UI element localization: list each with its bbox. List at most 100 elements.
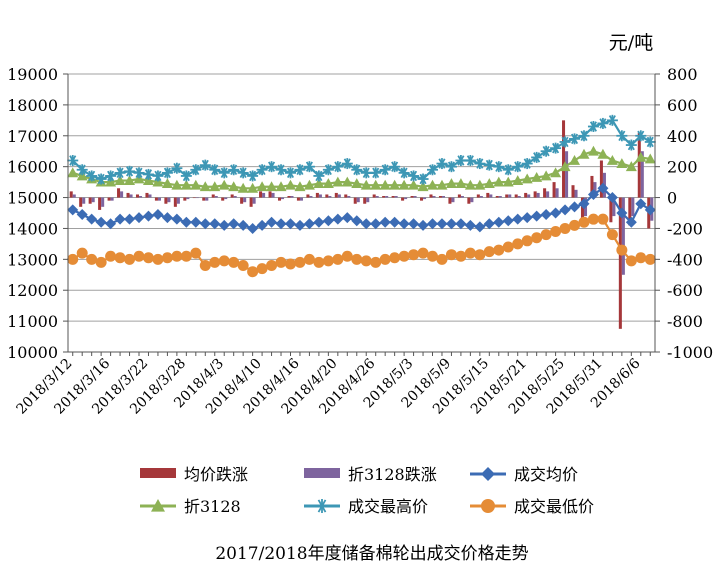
legend-item: 折3128跌涨 — [304, 465, 437, 484]
series-avg-price-point — [199, 218, 211, 230]
series-min-price-point — [256, 263, 268, 275]
bar-avg-change — [401, 197, 405, 201]
series-min-price-point — [161, 252, 173, 264]
legend-label: 折3128 — [184, 497, 241, 516]
bar-3128-change — [460, 196, 464, 198]
series-max-price-point — [133, 167, 145, 179]
series-max-price-point — [284, 167, 296, 179]
series-max-price-point — [218, 167, 230, 179]
bar-3128-change — [233, 196, 237, 198]
y-left-tick-label: 19000 — [7, 65, 58, 84]
series-3128-point — [199, 181, 211, 192]
bar-avg-change — [221, 197, 225, 201]
bar-3128-change — [527, 194, 531, 198]
bar-3128-change — [139, 196, 143, 198]
bar-avg-change — [467, 197, 471, 204]
bar-avg-change — [438, 196, 442, 198]
bar-avg-change — [514, 194, 518, 198]
series-avg-price-point — [606, 192, 618, 204]
bar-avg-change — [135, 194, 140, 198]
series-3128-point — [171, 179, 183, 190]
series-avg-price-point — [483, 218, 495, 230]
series-3128-point — [266, 181, 278, 192]
series-min-price-point — [445, 249, 457, 261]
y-left-tick-label: 10000 — [7, 343, 58, 362]
bar-avg-change — [98, 197, 102, 210]
bar-avg-change — [580, 197, 584, 223]
series-min-price-point — [531, 232, 543, 244]
series-max-price-point — [512, 161, 524, 173]
bar-avg-change — [524, 192, 528, 198]
series-max-price-point — [142, 168, 154, 180]
series-avg-price-point — [616, 207, 628, 219]
series-min-price-point — [521, 235, 533, 247]
bar-3128-change — [195, 197, 199, 199]
series-max-price-point — [161, 167, 173, 179]
series-min-price-point — [351, 253, 363, 265]
series-3128-point — [218, 179, 230, 190]
bar-3128-change — [91, 197, 95, 203]
series-max-price-point — [228, 164, 240, 176]
series-min-price-point — [597, 213, 609, 225]
bar-avg-change — [249, 197, 253, 207]
series-min-price-point — [313, 256, 325, 268]
y-right-tick-label: -1000 — [667, 343, 713, 362]
series-max-price-point — [313, 170, 325, 182]
series-max-price-point — [247, 170, 259, 182]
series-min-price-point — [408, 249, 420, 261]
y-left-tick-label: 18000 — [7, 96, 58, 115]
series-3128-point — [531, 171, 543, 182]
bar-avg-change — [609, 197, 613, 223]
series-max-price-point — [587, 121, 599, 133]
series-avg-price-point — [389, 216, 401, 228]
series-max-price-point — [436, 158, 448, 170]
series-3128-point — [427, 179, 439, 190]
series-3128-point — [587, 145, 599, 156]
series-min-price-point — [76, 247, 88, 259]
bar-avg-change — [306, 194, 310, 198]
series-3128-point — [474, 179, 486, 190]
series-max-price-point — [569, 133, 581, 145]
series-min-price-point — [625, 255, 637, 267]
series-max-price-point — [474, 158, 486, 170]
bar-3128-change — [375, 196, 379, 198]
series-max-price-point — [294, 164, 306, 176]
series-max-price-point — [67, 154, 79, 166]
series-avg-price-point — [142, 210, 154, 222]
series-max-price-point — [559, 136, 571, 148]
series-3128-point — [540, 170, 552, 181]
series-min-price-point — [550, 226, 562, 238]
series-3128-point — [152, 176, 164, 187]
series-avg-price-point — [161, 212, 173, 224]
series-3128-point — [398, 179, 410, 190]
series-min-price-point — [180, 250, 192, 262]
bar-3128-change — [640, 151, 644, 198]
bar-avg-change — [628, 197, 632, 226]
bar-avg-change — [211, 194, 215, 198]
series-avg-price-point — [86, 213, 98, 225]
legend-label: 成交最低价 — [514, 497, 594, 516]
bar-avg-change — [88, 197, 92, 204]
bar-3128-change — [82, 197, 86, 204]
series-avg-price-point — [578, 198, 590, 210]
series-avg-price-point — [493, 216, 505, 228]
series-min-price-point — [502, 241, 514, 253]
bar-avg-change — [590, 175, 594, 198]
bar-avg-change — [296, 197, 300, 201]
series-avg-price-point — [398, 218, 410, 230]
series-avg-price-point — [427, 218, 439, 230]
bar-3128-change — [299, 197, 303, 201]
bar-3128-change — [101, 197, 105, 207]
series-avg-price-point — [550, 207, 562, 219]
series-min-price-point — [228, 256, 240, 268]
series-3128-point — [161, 178, 173, 189]
bar-avg-change — [240, 197, 244, 204]
bar-3128-change — [309, 196, 313, 198]
series-max-price-point — [540, 145, 552, 157]
legend-marker — [315, 499, 329, 513]
series-3128-point — [625, 161, 637, 172]
series-avg-price-point — [209, 218, 221, 230]
bar-3128-change — [432, 196, 436, 198]
bar-3128-change — [413, 196, 417, 198]
bar-avg-change — [287, 196, 291, 198]
